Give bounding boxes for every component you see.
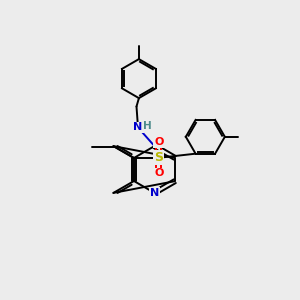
Text: N: N — [150, 188, 159, 198]
Text: H: H — [143, 121, 152, 131]
Text: S: S — [154, 151, 163, 164]
Text: N: N — [134, 122, 142, 133]
Text: O: O — [154, 168, 164, 178]
Text: O: O — [154, 137, 164, 147]
